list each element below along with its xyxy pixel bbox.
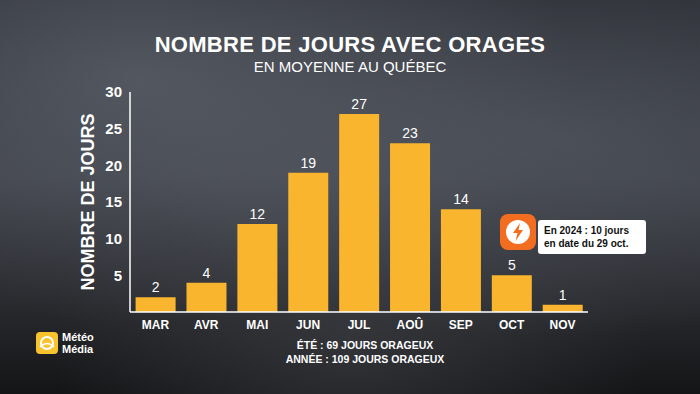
svg-text:1: 1 (559, 287, 567, 303)
svg-text:4: 4 (203, 265, 211, 281)
svg-text:14: 14 (453, 191, 469, 207)
svg-text:JUL: JUL (348, 318, 371, 332)
svg-text:AVR: AVR (194, 318, 219, 332)
svg-text:27: 27 (351, 96, 367, 112)
svg-text:19: 19 (300, 155, 316, 171)
svg-text:25: 25 (105, 120, 122, 137)
html-text:NOMBRE DE JOURS AVEC ORAGES: NOMBRE DE JOURS AVEC ORAGES (154, 32, 546, 57)
svg-text:5: 5 (114, 267, 122, 284)
svg-text:23: 23 (402, 125, 418, 141)
svg-text:JUN: JUN (296, 318, 320, 332)
svg-text:2: 2 (152, 279, 160, 295)
svg-text:5: 5 (508, 257, 516, 273)
svg-text:15: 15 (105, 193, 122, 210)
html-text:en date du 29 oct.: en date du 29 oct. (544, 238, 629, 249)
html-text:Météo: Météo (62, 331, 94, 343)
html-text:En 2024 : 10 jours: En 2024 : 10 jours (544, 225, 629, 236)
svg-text:AOÛ: AOÛ (397, 317, 424, 332)
svg-text:20: 20 (105, 157, 122, 174)
svg-text:12: 12 (250, 206, 266, 222)
html-text:ANNÉE : 109 JOURS ORAGEUX: ANNÉE : 109 JOURS ORAGEUX (285, 353, 445, 365)
svg-text:10: 10 (105, 230, 122, 247)
svg-text:MAR: MAR (142, 318, 170, 332)
svg-text:MAI: MAI (246, 318, 268, 332)
svg-text:SEP: SEP (449, 318, 473, 332)
html-text:ÉTÉ : 69 JOURS ORAGEUX: ÉTÉ : 69 JOURS ORAGEUX (296, 339, 434, 351)
svg-text:NOV: NOV (550, 318, 576, 332)
svg-text:OCT: OCT (499, 318, 525, 332)
html-text:EN MOYENNE AU QUÉBEC: EN MOYENNE AU QUÉBEC (253, 58, 447, 75)
svg-text:30: 30 (105, 83, 122, 100)
svg-text:NOMBRE DE JOURS: NOMBRE DE JOURS (78, 113, 98, 290)
html-text:Média: Média (62, 343, 94, 355)
